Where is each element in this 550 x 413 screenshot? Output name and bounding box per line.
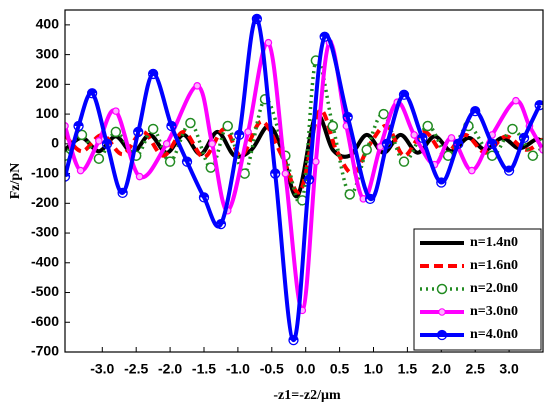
- y-tick-label: -200: [31, 194, 59, 210]
- marker: [303, 174, 315, 185]
- marker: [507, 123, 518, 135]
- y-tick-label: -300: [31, 224, 59, 240]
- marker: [436, 177, 447, 188]
- marker: [76, 166, 85, 175]
- x-tick-label: 2.5: [465, 361, 485, 377]
- y-axis-label: Fz/pN: [8, 163, 23, 200]
- marker: [208, 140, 216, 148]
- y-tick-label: 300: [36, 45, 60, 61]
- marker: [503, 165, 515, 176]
- marker: [344, 189, 356, 200]
- y-tick-label: 0: [51, 135, 59, 151]
- marker: [453, 138, 464, 149]
- marker: [312, 157, 320, 166]
- x-tick-label: 2.0: [432, 361, 452, 377]
- marker: [417, 132, 428, 144]
- x-tick-label: -2.0: [158, 361, 182, 377]
- marker: [534, 100, 543, 111]
- marker: [264, 38, 273, 47]
- y-tick-label: 100: [36, 105, 60, 121]
- y-tick-label: 400: [36, 16, 60, 32]
- marker: [181, 156, 193, 167]
- x-tick-label: -0.5: [260, 361, 284, 377]
- marker: [381, 138, 393, 149]
- marker: [527, 150, 539, 161]
- marker: [342, 111, 353, 123]
- x-tick-label: 0.5: [330, 361, 350, 377]
- legend-marker: [436, 329, 448, 341]
- legend-label: n=2.0n0: [470, 281, 518, 296]
- x-tick-label: -1.0: [226, 361, 250, 377]
- marker: [281, 169, 290, 178]
- marker: [93, 153, 105, 164]
- marker: [244, 128, 252, 136]
- marker: [319, 31, 330, 42]
- plot-frame: [64, 9, 544, 353]
- marker: [234, 129, 245, 141]
- legend-marker: [436, 283, 448, 295]
- marker: [398, 156, 410, 167]
- marker: [215, 218, 227, 230]
- y-tick-label: -100: [31, 164, 59, 180]
- marker: [65, 171, 71, 182]
- marker: [361, 144, 372, 156]
- legend-label: n=3.0n0: [470, 304, 518, 319]
- marker: [112, 107, 120, 115]
- marker: [133, 126, 144, 138]
- marker: [512, 96, 520, 105]
- marker: [486, 138, 498, 149]
- marker: [470, 105, 481, 117]
- marker: [193, 82, 202, 90]
- marker: [65, 172, 70, 177]
- marker: [288, 334, 299, 346]
- legend-box: [413, 228, 542, 351]
- marker: [364, 193, 376, 204]
- x-axis-label: -z1=-z2/μm: [273, 388, 341, 403]
- x-tick-label: 0.0: [296, 361, 316, 377]
- x-tick-label: -3.0: [90, 361, 114, 377]
- marker: [65, 122, 69, 130]
- marker: [422, 120, 433, 132]
- marker: [222, 120, 233, 132]
- legend-label: n=1.6n0: [470, 258, 518, 273]
- x-tick-label: 1.0: [364, 361, 384, 377]
- marker: [147, 68, 159, 80]
- marker: [117, 187, 128, 199]
- y-tick-label: -700: [31, 343, 59, 359]
- marker: [164, 156, 176, 167]
- y-tick-label: 200: [36, 75, 60, 91]
- y-tick-label: -400: [31, 253, 59, 269]
- y-tick-label: -600: [31, 313, 59, 329]
- x-tick-label: 1.5: [398, 361, 418, 377]
- marker: [518, 132, 530, 144]
- legend-label: n=1.4n0: [470, 235, 518, 250]
- marker: [410, 131, 418, 139]
- marker: [86, 88, 98, 99]
- marker: [468, 166, 476, 175]
- marker: [251, 13, 263, 25]
- marker: [185, 117, 196, 129]
- marker: [110, 126, 122, 138]
- legend-label: n=4.0n0: [470, 327, 518, 342]
- marker: [447, 134, 456, 142]
- legend-marker: [438, 308, 446, 316]
- marker: [95, 137, 103, 145]
- marker: [198, 192, 210, 203]
- marker: [398, 89, 410, 100]
- marker: [166, 120, 177, 132]
- marker: [270, 168, 281, 179]
- marker: [327, 120, 339, 132]
- marker: [205, 162, 217, 173]
- x-tick-label: 3.0: [499, 361, 519, 377]
- marker: [101, 138, 113, 149]
- x-tick-label: -2.5: [124, 361, 148, 377]
- y-tick-label: -500: [31, 283, 59, 299]
- marker: [135, 172, 144, 181]
- marker: [162, 140, 171, 148]
- marker: [378, 108, 389, 120]
- x-tick-label: -1.5: [192, 361, 216, 377]
- marker: [147, 123, 159, 135]
- marker: [73, 120, 84, 132]
